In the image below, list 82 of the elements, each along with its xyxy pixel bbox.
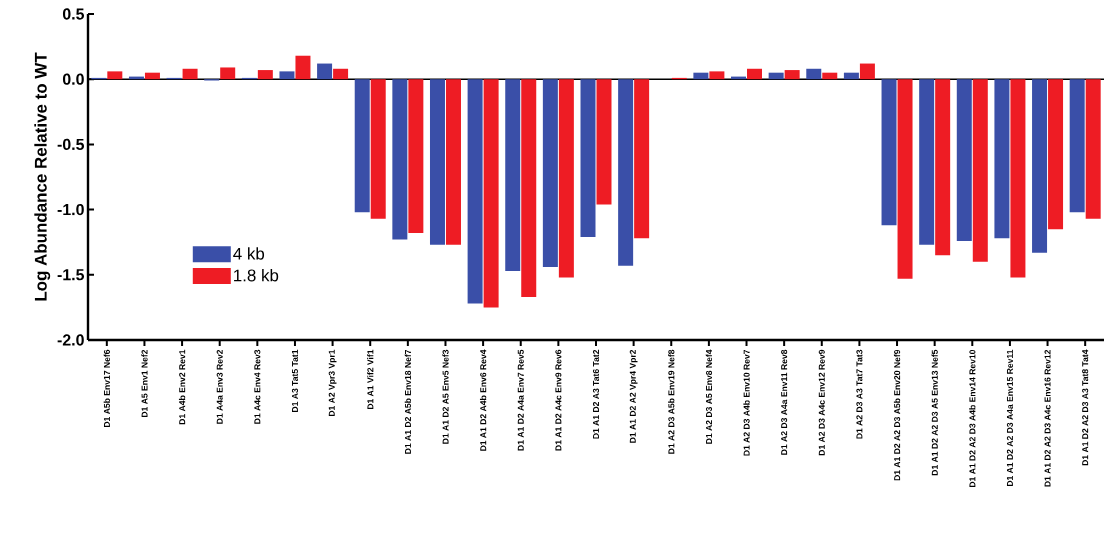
x-tick-label: D1 A2 D3 A4b Env10 Rev7 [743, 349, 750, 456]
bar [558, 79, 574, 278]
bar [596, 79, 612, 205]
x-tick-label: D1 A1 D2 A3 Tat6 Tat2 [592, 349, 600, 439]
bar [822, 72, 838, 80]
y-tick-label: -1.0 [57, 203, 84, 216]
bar [709, 71, 725, 80]
y-axis-title: Log Abundance Relative to WT [34, 52, 51, 301]
y-tick-label: 0.5 [62, 8, 85, 20]
bar [935, 79, 951, 256]
x-tick-label: D1 A5b Env17 Nef6 [103, 349, 110, 428]
bar [354, 79, 370, 213]
bar [392, 79, 408, 240]
bar [505, 79, 521, 271]
x-tick-label: D1 A5 Env1 Nef2 [141, 349, 148, 418]
x-tick-label: D1 A2 D3 A3 Tat7 Tat3 [856, 349, 863, 439]
bar [1010, 79, 1026, 278]
bar [483, 79, 499, 308]
x-tick-label: D1 A1 D2 A2 D3 A5b Env20 Nef9 [893, 349, 901, 481]
legend-label: 4 kb [233, 247, 265, 260]
bar [768, 72, 784, 80]
bar [445, 79, 461, 245]
x-tick-label: D1 A4c Env4 Rev3 [254, 349, 261, 424]
y-tick-label: -0.5 [57, 138, 85, 151]
bar [1032, 79, 1048, 253]
bar [897, 79, 913, 279]
bar [1048, 79, 1064, 230]
x-tick-label: D1 A1 D2 A2 D3 A4b Env14 Rev10 [969, 349, 976, 488]
x-tick-label: D1 A1 D2 A2 D3 A3 Tat8 Tat4 [1082, 349, 1089, 466]
x-tick-label: D1 A1 D2 A5b Env18 Nef7 [404, 349, 411, 454]
bar [859, 63, 875, 80]
bar [634, 79, 650, 239]
bar [467, 79, 483, 304]
bar [333, 68, 349, 80]
bar [806, 68, 822, 80]
bar [1069, 79, 1085, 213]
bar [618, 79, 634, 266]
bar [972, 79, 988, 262]
bar [881, 79, 897, 226]
bar [542, 79, 558, 267]
x-tick-label: D1 A1 D2 A2 D3 A4c Env16 Rev12 [1044, 349, 1051, 487]
x-tick-label: D1 A2 D3 A5b Env19 Nef8 [668, 349, 675, 454]
x-tick-label: D1 A4b Env2 Rev1 [178, 349, 186, 425]
bar [317, 63, 333, 80]
bar [182, 68, 198, 80]
y-tick-label: 0.0 [62, 73, 84, 85]
bar [295, 55, 311, 80]
x-tick-label: D1 A2 Vpr3 Vpr1 [328, 349, 337, 417]
bar [956, 79, 972, 241]
bar [521, 79, 537, 297]
x-tick-label: D1 A1 D2 A2 Vpr4 Vpr2 [629, 349, 638, 443]
bar [747, 68, 763, 80]
x-tick-label: D1 A1 D2 A2 D3 A5 Env13 Nef5 [931, 349, 938, 476]
bar [994, 79, 1010, 239]
x-tick-label: D1 A2 D3 A4c Env12 Rev9 [818, 349, 825, 456]
bar [220, 67, 236, 80]
x-tick-label: D1 A3 Tat5 Tat1 [291, 349, 298, 412]
bar [580, 79, 596, 237]
x-tick-label: D1 A1 D2 A4c Env9 Rev6 [555, 349, 562, 451]
x-tick-label: D1 A1 D2 A4b Env6 Rev4 [479, 349, 487, 451]
x-tick-label: D1 A4a Env3 Rev2 [216, 349, 223, 424]
bar [693, 72, 709, 80]
bar [429, 79, 445, 245]
x-tick-label: D1 A1 Vif2 Vif1 [367, 349, 374, 410]
x-tick-label: D1 A1 D2 A2 D3 A4a Env15 Rev11 [1006, 349, 1013, 487]
x-tick-label: D1 A2 D3 A4a Env11 Rev8 [781, 349, 788, 455]
y-tick-label: -1.5 [57, 269, 85, 281]
bar [144, 72, 160, 80]
bar [107, 71, 123, 80]
bar [257, 70, 273, 80]
x-tick-label: D1 A1 D2 A4a Env7 Rev5 [517, 349, 524, 451]
y-tick-label: -2.0 [57, 334, 84, 346]
bar [1085, 79, 1101, 219]
bar [843, 72, 859, 80]
bar [370, 79, 386, 219]
x-tick-label: D1 A1 D2 A5 Env5 Nef3 [442, 349, 449, 444]
bar [919, 79, 935, 245]
legend-label: 1.8 kb [234, 269, 279, 282]
bar [408, 79, 424, 234]
x-tick-label: D1 A2 D3 A5 Env8 Nef4 [705, 349, 713, 444]
bar [279, 71, 295, 80]
bar [784, 70, 800, 80]
